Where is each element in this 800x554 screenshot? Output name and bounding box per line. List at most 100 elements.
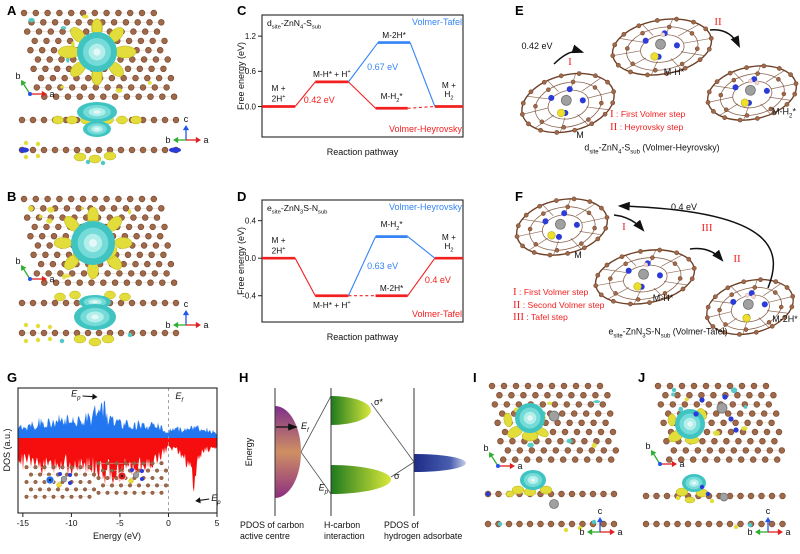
- molecule-m-h: [610, 16, 714, 78]
- legend-line: II : Second Volmer step: [513, 298, 605, 311]
- isosurface-yellow: [66, 115, 78, 125]
- tick-label: b: [15, 71, 20, 81]
- nitrogen-atom: [566, 86, 573, 93]
- hydrogen-pdos-band: [414, 454, 466, 472]
- isosurface-yellow: [675, 487, 689, 497]
- nitrogen-atom: [730, 298, 737, 305]
- axis-marker-side: c b a: [165, 299, 208, 330]
- axis-marker-top: ba: [483, 443, 522, 471]
- hydrogen-atom: [748, 78, 753, 84]
- col-label-hydrogen-pdos: PDOS of hydrogen adsorbate: [384, 520, 463, 541]
- nitrogen-atom: [169, 147, 181, 153]
- isosurface-speck: [127, 208, 132, 215]
- isosurface-speck: [60, 85, 65, 89]
- isosurface-speck: [593, 400, 601, 404]
- x-axis-label: Reaction pathway: [326, 332, 399, 342]
- arrow-step-1: [553, 44, 585, 65]
- axis-marker-top: ba: [15, 256, 54, 284]
- isosurface-yellow: [73, 334, 87, 344]
- zinc-atom: [549, 499, 559, 509]
- tick-label: -15: [17, 518, 30, 528]
- panel-label-j: J: [638, 370, 646, 385]
- step-3-numeral: III: [701, 222, 713, 234]
- tick-label: a: [203, 135, 208, 145]
- activation-energy-label: 0.4 eV: [670, 202, 698, 212]
- pathway-molecules-e: [520, 16, 799, 135]
- isosurface-yellow: [104, 290, 116, 300]
- isosurface-speck: [547, 401, 553, 405]
- panel-c-energy-diagram: C 0.0 0.6 1.2 M +2H+ M-H* + H+ M-H2* M-2H* M +…: [230, 0, 510, 185]
- hydrogen-atom: [751, 294, 756, 300]
- isosurface-cyan: [85, 159, 91, 165]
- nitrogen-atom: [705, 491, 711, 497]
- sigma-band: [331, 465, 391, 494]
- nitrogen-atom: [485, 491, 491, 497]
- zinc-atom: [638, 268, 649, 280]
- energy-diagram-d: -0.4 0.0 0.4: [242, 199, 464, 323]
- isosurface-yellow: [73, 152, 87, 162]
- isosurface-speck: [66, 57, 70, 63]
- tick-label: -5: [116, 518, 124, 528]
- legend-line: III : Tafel step: [513, 311, 568, 323]
- isosurface-speck: [28, 17, 35, 23]
- isosurface-yellow: [101, 334, 115, 344]
- tick-label: 0: [166, 518, 171, 528]
- panel-label-d: D: [237, 189, 247, 204]
- isosurface-speck: [47, 206, 55, 213]
- p-band-centre-label: Ep: [318, 482, 328, 496]
- tick-label: b: [579, 527, 584, 537]
- molecule-m-2h: [704, 277, 796, 337]
- isosurface-speck: [566, 438, 573, 444]
- level-label: M-H* + H+: [313, 69, 351, 80]
- col-label-h-carbon: H-carbon interaction: [324, 520, 365, 541]
- step-2-numeral: II: [733, 253, 741, 265]
- chart-title: dsite-ZnN4-Ssub: [267, 18, 322, 31]
- isosurface-cyan: [83, 121, 111, 137]
- mol-label-m2h: M-2H*: [772, 314, 798, 324]
- dos-inset-structure: [96, 461, 168, 495]
- isosurface-speck: [82, 14, 89, 19]
- isosurface-speck: [80, 206, 85, 210]
- panel-f-pathway: F 0.4 eV I II III M M-H* M-2H* I : First…: [510, 185, 800, 370]
- annotation: Volmer-Tafel: [411, 16, 462, 27]
- tick-label: b: [483, 443, 488, 453]
- pathway-caption: esite-ZnN3S-Nsub (Volmer-Tafel): [608, 326, 728, 340]
- nitrogen-atom: [542, 218, 549, 225]
- tick-label: b: [747, 527, 752, 537]
- nitrogen-atom: [673, 42, 680, 49]
- zinc-atom: [719, 492, 729, 502]
- isosurface-speck: [62, 274, 67, 280]
- y-axis-label: Free energy (eV): [236, 41, 246, 111]
- isosurface-speck: [740, 426, 748, 431]
- isosurface-yellow: [539, 485, 553, 495]
- isosurface-yellow: [52, 115, 64, 125]
- nitrogen-atom: [732, 84, 739, 91]
- isosurface-speck: [743, 405, 748, 409]
- step-1-numeral: I: [568, 56, 572, 68]
- tick-label: 0.4: [245, 216, 257, 225]
- isosurface-yellow: [53, 237, 73, 249]
- tick-label: a: [49, 89, 54, 99]
- nitrogen-atom: [548, 94, 555, 101]
- tick-label: a: [785, 527, 790, 537]
- legend-line: I : First Volmer step: [513, 286, 589, 298]
- y-axis-label: DOS (a.u.): [2, 428, 12, 472]
- tick-label: a: [49, 274, 54, 284]
- annotation: Volmer-Tafel: [411, 309, 462, 320]
- isosurface-speck: [28, 205, 34, 212]
- dos-spin-down: [18, 438, 217, 493]
- annotation: 0.67 eV: [367, 62, 399, 73]
- nitrogen-atom: [19, 147, 29, 153]
- zinc-atom: [560, 94, 572, 106]
- tick-label: c: [184, 299, 189, 309]
- nitrogen-atom: [573, 221, 580, 228]
- axis-marker-side: c b a: [579, 506, 622, 537]
- isosurface-cyan: [747, 522, 753, 528]
- sulfur-atom: [547, 231, 556, 240]
- axis-marker-side: c b a: [165, 114, 208, 145]
- isosurface-speck: [71, 41, 75, 48]
- nitrogen-atom: [763, 87, 770, 94]
- tick-label: 0.6: [245, 67, 257, 76]
- isosurface-cyan: [127, 332, 133, 338]
